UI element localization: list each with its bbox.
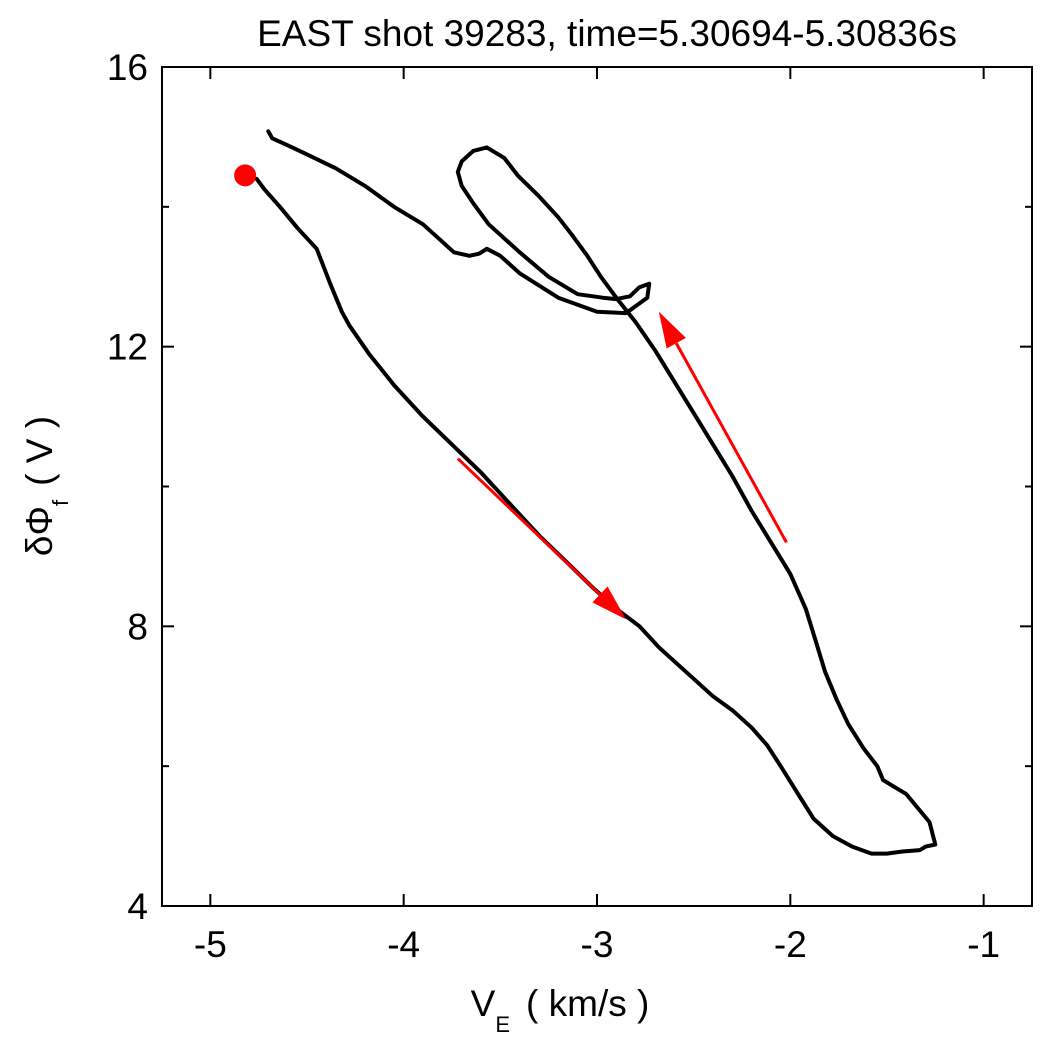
x-ticks: -5 -4 -3 -2 -1 [194,67,1000,965]
x-axis-label-unit: ( km/s ) [526,983,649,1024]
direction-arrow-shaft [674,342,788,544]
y-ticks: 4 8 12 16 [107,47,1032,927]
x-axis-label: VE ( km/s ) [471,983,650,1037]
y-tick-label: 8 [127,606,148,647]
trajectory-line [243,129,938,856]
x-tick-label: -1 [967,924,1000,965]
y-axis-label-main: δΦ [19,506,60,556]
y-axis-label-sub: f [48,499,73,506]
x-axis-label-main: V [471,983,496,1024]
y-axis-label-unit: ( V ) [19,416,60,486]
direction-arrow-shaft [456,457,602,596]
direction-arrow-head [592,586,626,620]
x-tick-label: -5 [194,924,227,965]
y-tick-label: 16 [107,47,148,88]
x-tick-label: -2 [774,924,807,965]
chart-title: EAST shot 39283, time=5.30694-5.30836s [257,13,957,54]
plot-frame [161,66,1033,907]
x-tick-label: -4 [387,924,420,965]
direction-arrow-head [658,311,686,349]
x-axis-label-sub: E [495,1012,510,1037]
y-tick-label: 12 [107,327,148,368]
y-tick-label: 4 [127,886,148,927]
x-tick-label: -3 [581,924,614,965]
y-axis-label: δΦf ( V ) [19,416,73,556]
arrows [456,311,788,620]
start-point-marker [234,164,257,187]
